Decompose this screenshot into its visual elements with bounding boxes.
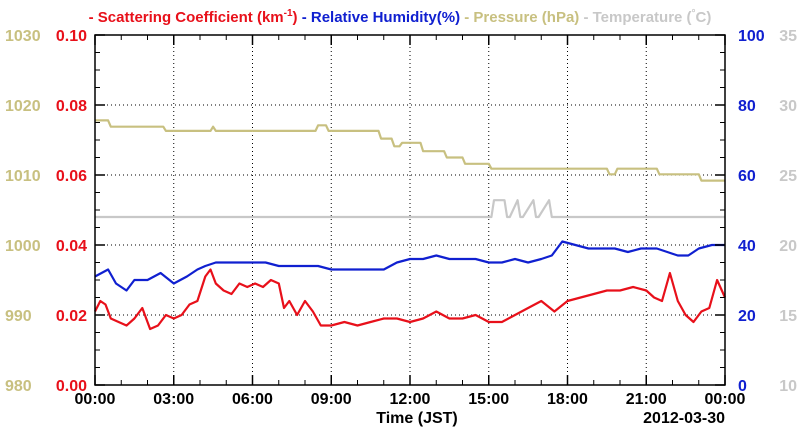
y-tick-label-pressure: 1000 [5, 238, 41, 255]
series-line-scattering [94, 268, 727, 331]
legend-superscript: -1 [284, 8, 293, 19]
x-tick-label: 15:00 [468, 391, 509, 408]
legend-entry: - Temperature ( [579, 9, 691, 26]
y-tick-label-pressure: 990 [5, 308, 32, 325]
y-tick-label-pressure: 1030 [5, 28, 41, 45]
x-tick-label: 00:00 [75, 391, 116, 408]
x-tick-label: 00:00 [705, 391, 746, 408]
x-tick-label: 12:00 [390, 391, 431, 408]
y-tick-label-temperature: 30 [779, 98, 797, 115]
y-tick-label-scattering: 0.08 [56, 98, 87, 115]
y-tick-label-temperature: 20 [779, 238, 797, 255]
y-tick-label-temperature: 10 [779, 378, 797, 395]
x-tick-label: 21:00 [626, 391, 667, 408]
x-tick-label: 18:00 [547, 391, 588, 408]
grid [95, 35, 725, 385]
y-tick-label-temperature: 35 [779, 28, 797, 45]
y-tick-label-scattering: 0.06 [56, 168, 87, 185]
x-tick-label: 09:00 [311, 391, 352, 408]
legend-entry: - Pressure (hPa) [460, 9, 579, 26]
y-tick-label-humidity: 0 [738, 378, 747, 395]
y-tick-label-humidity: 40 [738, 238, 756, 255]
plot-area [94, 119, 727, 331]
y-tick-label-temperature: 15 [779, 308, 797, 325]
x-axis-labels: 00:00 03:00 06:00 09:00 12:00 15:00 18:00 21:00… [75, 391, 746, 408]
legend-entry-tail: C) [696, 9, 712, 26]
legend-entry: - Relative Humidity(%) [298, 9, 461, 26]
legend-entry: - Scattering Coefficient (km [89, 9, 284, 26]
y-tick-label-humidity: 100 [738, 28, 765, 45]
legend: - Scattering Coefficient (km-1) - Relati… [89, 8, 712, 26]
x-tick-label: 03:00 [153, 391, 194, 408]
y-axis-labels: 98099010001010102010300.000.020.040.060.… [5, 28, 797, 395]
y-tick-label-scattering: 0.10 [56, 28, 87, 45]
series-line-temperature [95, 199, 725, 219]
legend-entry-tail: ) [293, 9, 298, 26]
x-tick-label: 06:00 [232, 391, 273, 408]
y-tick-label-temperature: 25 [779, 168, 797, 185]
y-tick-label-pressure: 980 [5, 378, 32, 395]
y-tick-label-pressure: 1020 [5, 98, 41, 115]
series-line-humidity [94, 240, 725, 292]
y-tick-label-scattering: 0.04 [56, 238, 87, 255]
y-tick-label-humidity: 20 [738, 308, 756, 325]
y-tick-label-humidity: 60 [738, 168, 756, 185]
series-line-pressure [95, 119, 725, 182]
x-axis-title: Time (JST) [376, 410, 458, 427]
y-tick-label-humidity: 80 [738, 98, 756, 115]
y-tick-label-scattering: 0.00 [56, 378, 87, 395]
legend-text: - Scattering Coefficient (km-1) - Relati… [89, 8, 712, 26]
date-label: 2012-03-30 [643, 410, 725, 427]
axis-ticks [94, 34, 726, 386]
y-tick-label-scattering: 0.02 [56, 308, 87, 325]
legend-superscript: ° [692, 8, 696, 19]
y-tick-label-pressure: 1010 [5, 168, 41, 185]
